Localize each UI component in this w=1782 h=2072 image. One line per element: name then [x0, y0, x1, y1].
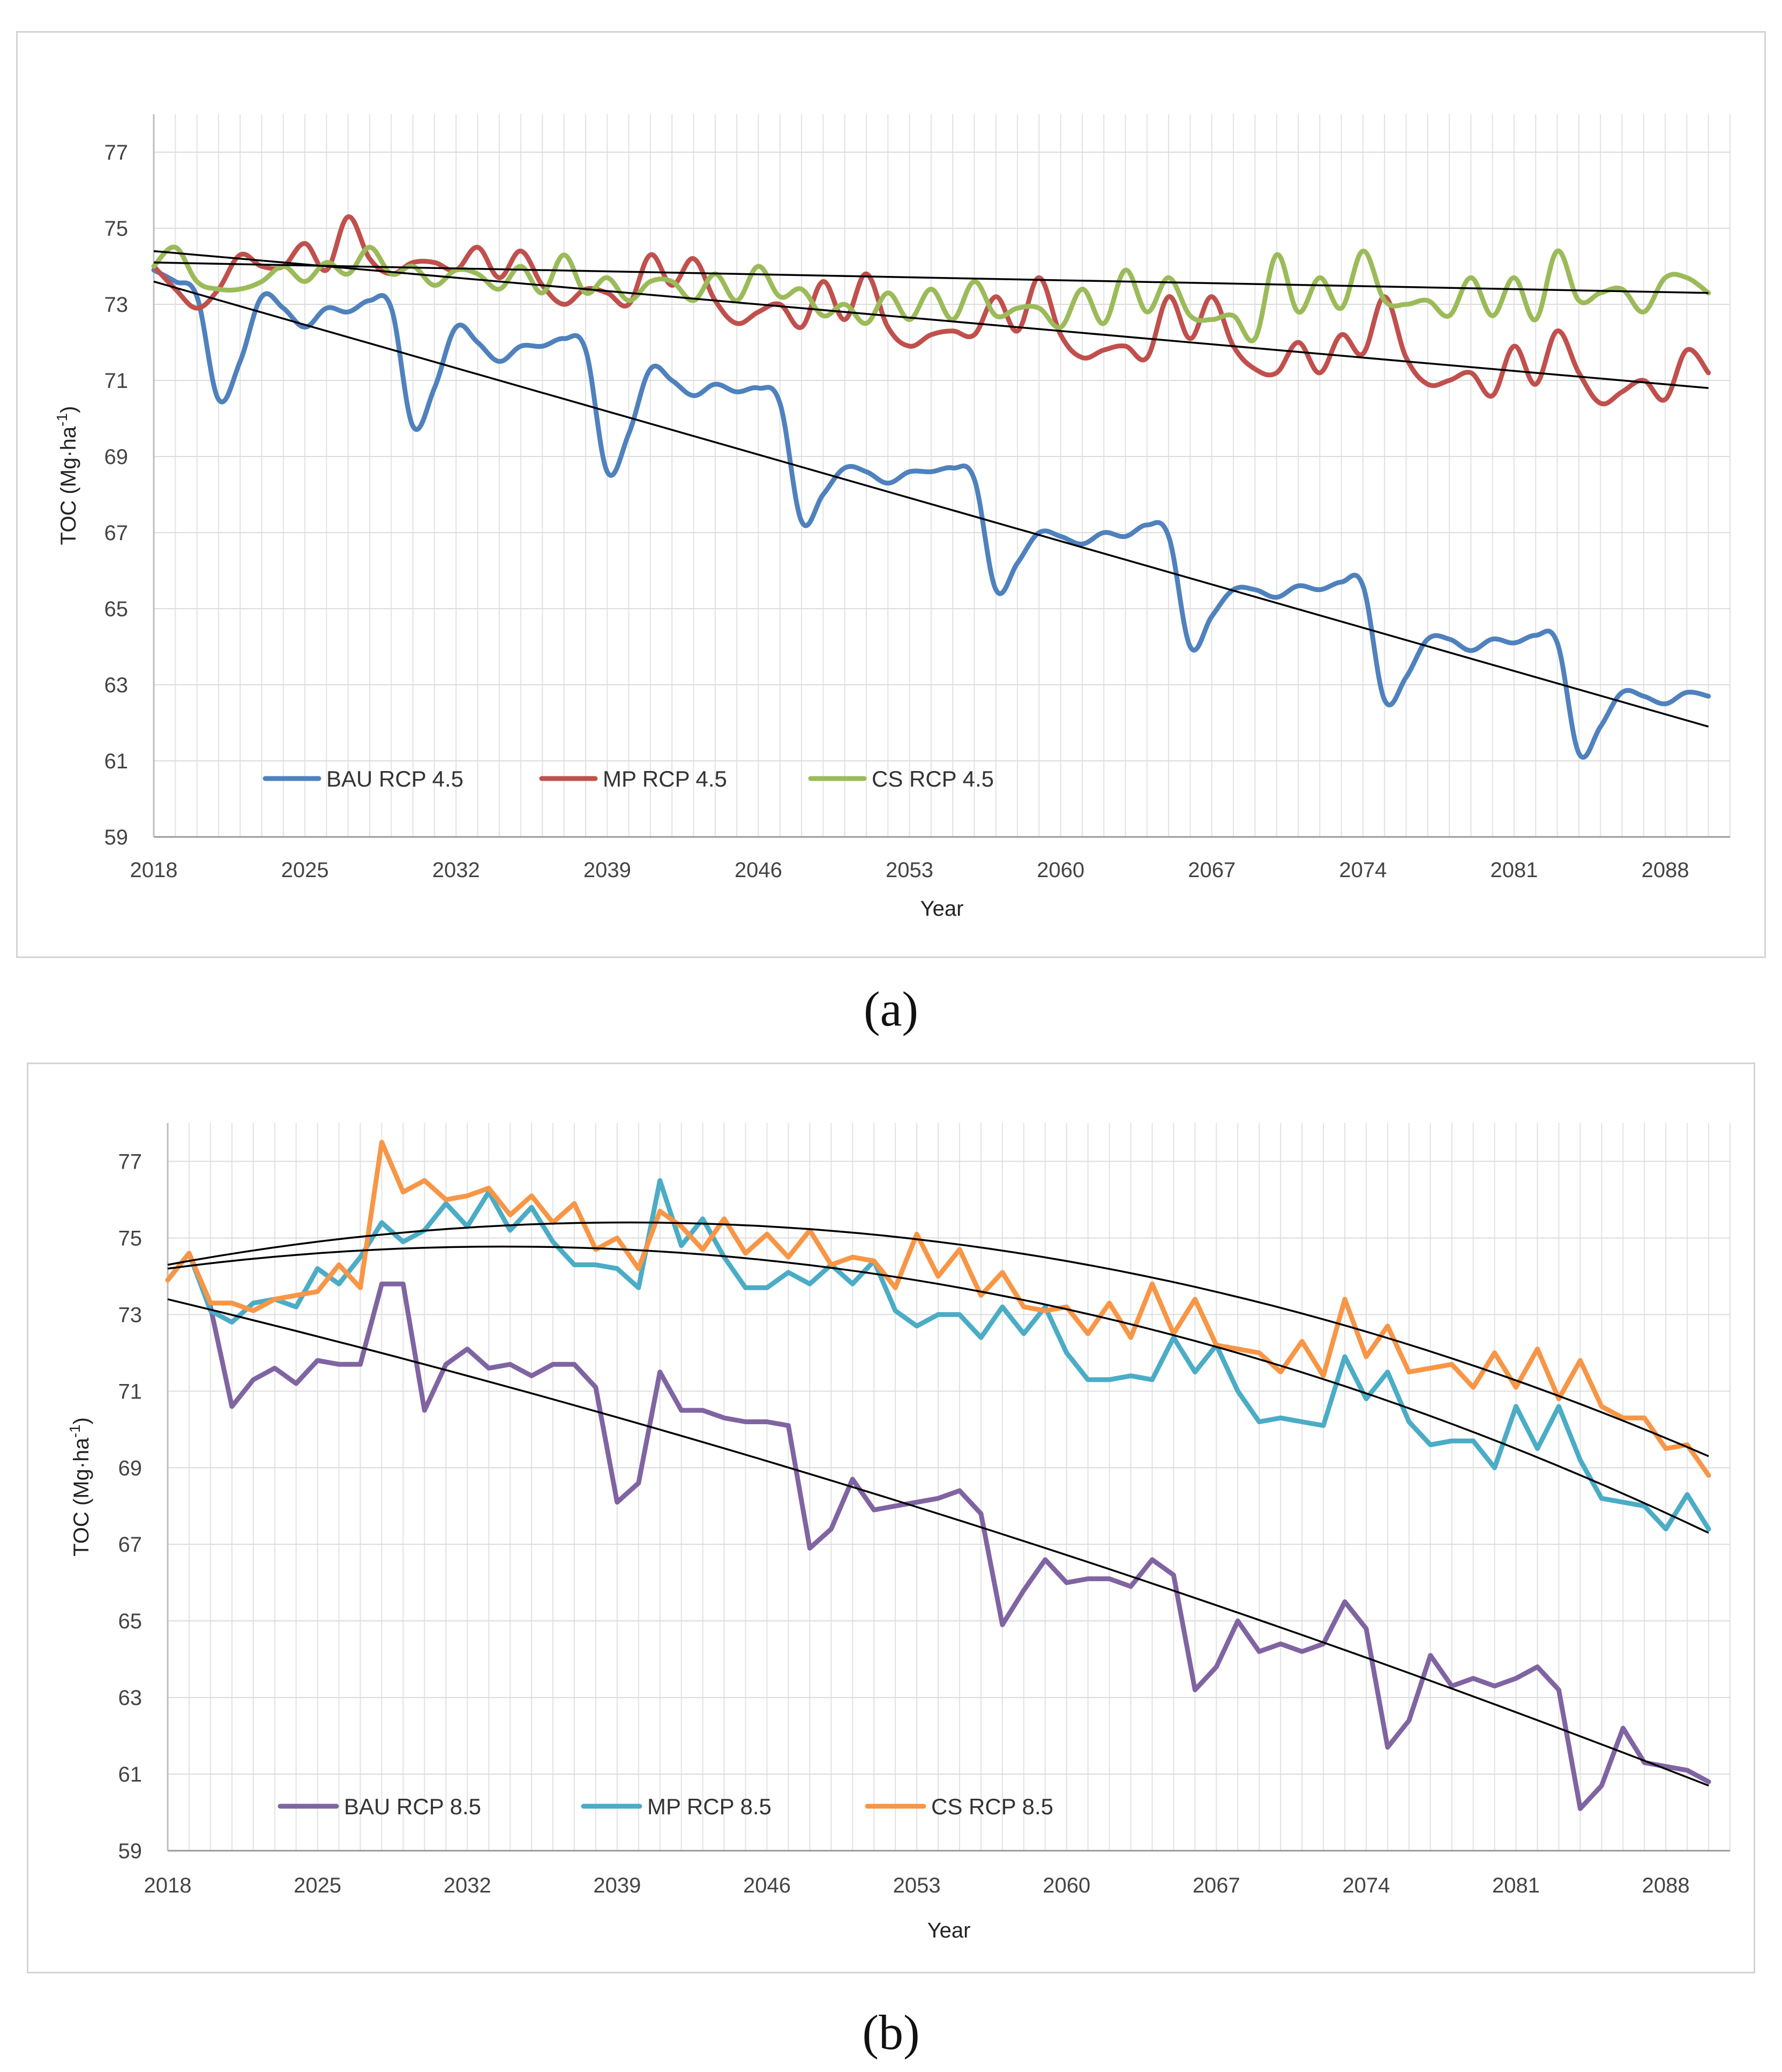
- chart-a-trend-line-1: [153, 280, 1709, 728]
- chart-b-trend-line-2: [167, 1245, 1709, 1534]
- chart-b-y-tick-label: 69: [118, 1456, 143, 1480]
- chart-b-x-tick-label: 2074: [1342, 1874, 1390, 1897]
- chart-a-y-axis-label: TOC (Mg·ha-1): [54, 406, 80, 545]
- caption-b: (b): [862, 2005, 920, 2060]
- chart-a-x-tick-label: 2039: [583, 858, 631, 882]
- chart-a-y-tick-label: 61: [104, 750, 129, 773]
- chart-b-y-axis-label: TOC (Mg·ha-1): [66, 1417, 93, 1557]
- chart-b-x-tick-label: 2018: [144, 1874, 192, 1897]
- chart-b-y-tick-label: 65: [118, 1610, 143, 1633]
- caption-a: (a): [863, 982, 919, 1036]
- chart-a-series-line-2: [151, 214, 1711, 407]
- chart-a-x-tick-label: 2088: [1642, 858, 1689, 882]
- chart-a-series-line-1: [151, 267, 1711, 760]
- chart-a-legend-label-3: CS RCP 4.5: [872, 766, 994, 791]
- chart-b-y-tick-label: 71: [118, 1380, 143, 1403]
- chart-a-x-tick-label: 2053: [886, 858, 933, 882]
- chart-b-y-tick-label: 63: [118, 1686, 143, 1710]
- chart-panel-b: 59 61 63 65 67 69 71 73 75 77 2018 2025 2032 2039 2046…: [27, 1063, 1755, 1973]
- chart-b-y-tick-label: 77: [118, 1150, 143, 1173]
- chart-panel-a: 59 61 63 65 67 69 71 73 75 77 2018 2025 2032 2039 2046…: [16, 31, 1766, 958]
- chart-b-legend-label-1: BAU RCP 8.5: [344, 1794, 481, 1819]
- chart-b-x-tick-label: 2039: [593, 1874, 641, 1897]
- chart-a-x-tick-label: 2046: [735, 858, 782, 882]
- chart-a-y-tick-label: 67: [104, 521, 129, 545]
- chart-b-x-tick-label: 2025: [294, 1874, 341, 1897]
- chart-a-x-axis-label: Year: [920, 897, 964, 921]
- chart-a-x-tick-label: 2060: [1037, 858, 1084, 882]
- chart-b-x-tick-label: 2060: [1043, 1874, 1090, 1897]
- chart-a-y-tick-label: 69: [104, 445, 129, 469]
- chart-a-series-line-3: [151, 244, 1711, 343]
- chart-b-x-tick-label: 2067: [1193, 1874, 1240, 1897]
- chart-a-trend-line-2: [153, 250, 1709, 389]
- chart-b-y-tick-label: 67: [118, 1533, 143, 1557]
- chart-a-y-tick-label: 75: [104, 217, 129, 241]
- chart-b-legend-label-2: MP RCP 8.5: [647, 1794, 772, 1819]
- chart-b-legend-label-3: CS RCP 8.5: [931, 1794, 1053, 1819]
- chart-a-svg: 59 61 63 65 67 69 71 73 75 77 2018 2025 2032 2039 2046…: [54, 114, 1731, 921]
- chart-a-legend-label-2: MP RCP 4.5: [603, 766, 727, 791]
- chart-b-x-tick-label: 2081: [1492, 1874, 1540, 1897]
- chart-a-legend-label-1: BAU RCP 4.5: [326, 766, 463, 791]
- chart-a-x-tick-label: 2067: [1188, 858, 1236, 882]
- chart-b-svg: 59 61 63 65 67 69 71 73 75 77 2018 2025 2032 2039 2046…: [66, 1123, 1731, 1942]
- chart-b-y-tick-label: 59: [118, 1839, 143, 1863]
- chart-a-x-tick-label: 2032: [432, 858, 480, 882]
- chart-b-y-tick-label: 75: [118, 1226, 143, 1250]
- chart-a-y-tick-label: 59: [104, 826, 129, 849]
- chart-b-trend-line-1: [167, 1298, 1709, 1787]
- chart-b-trend-line-3: [167, 1221, 1709, 1457]
- chart-a-y-tick-label: 65: [104, 597, 129, 621]
- chart-b-x-tick-label: 2053: [893, 1874, 941, 1897]
- chart-b-series-line-1: [165, 1251, 1711, 1811]
- chart-b-y-tick-label: 73: [118, 1303, 143, 1327]
- chart-a-y-tick-label: 71: [104, 369, 129, 393]
- chart-b-x-tick-label: 2046: [743, 1874, 791, 1897]
- chart-a-x-tick-label: 2025: [281, 858, 329, 882]
- chart-a-x-tick-label: 2081: [1490, 858, 1538, 882]
- chart-a-x-tick-label: 2018: [130, 858, 178, 882]
- chart-b-x-tick-label: 2032: [444, 1874, 491, 1897]
- chart-a-x-tick-label: 2074: [1339, 858, 1387, 882]
- chart-a-y-tick-label: 73: [104, 293, 129, 317]
- chart-a-y-tick-label: 77: [104, 141, 129, 164]
- chart-b-x-axis-label: Year: [927, 1919, 971, 1942]
- chart-b-y-tick-label: 61: [118, 1763, 143, 1786]
- chart-b-x-tick-label: 2088: [1642, 1874, 1690, 1897]
- chart-a-trend-line-3: [153, 261, 1709, 294]
- chart-a-y-tick-label: 63: [104, 674, 129, 697]
- chart-b-series-line-3: [165, 1140, 1711, 1478]
